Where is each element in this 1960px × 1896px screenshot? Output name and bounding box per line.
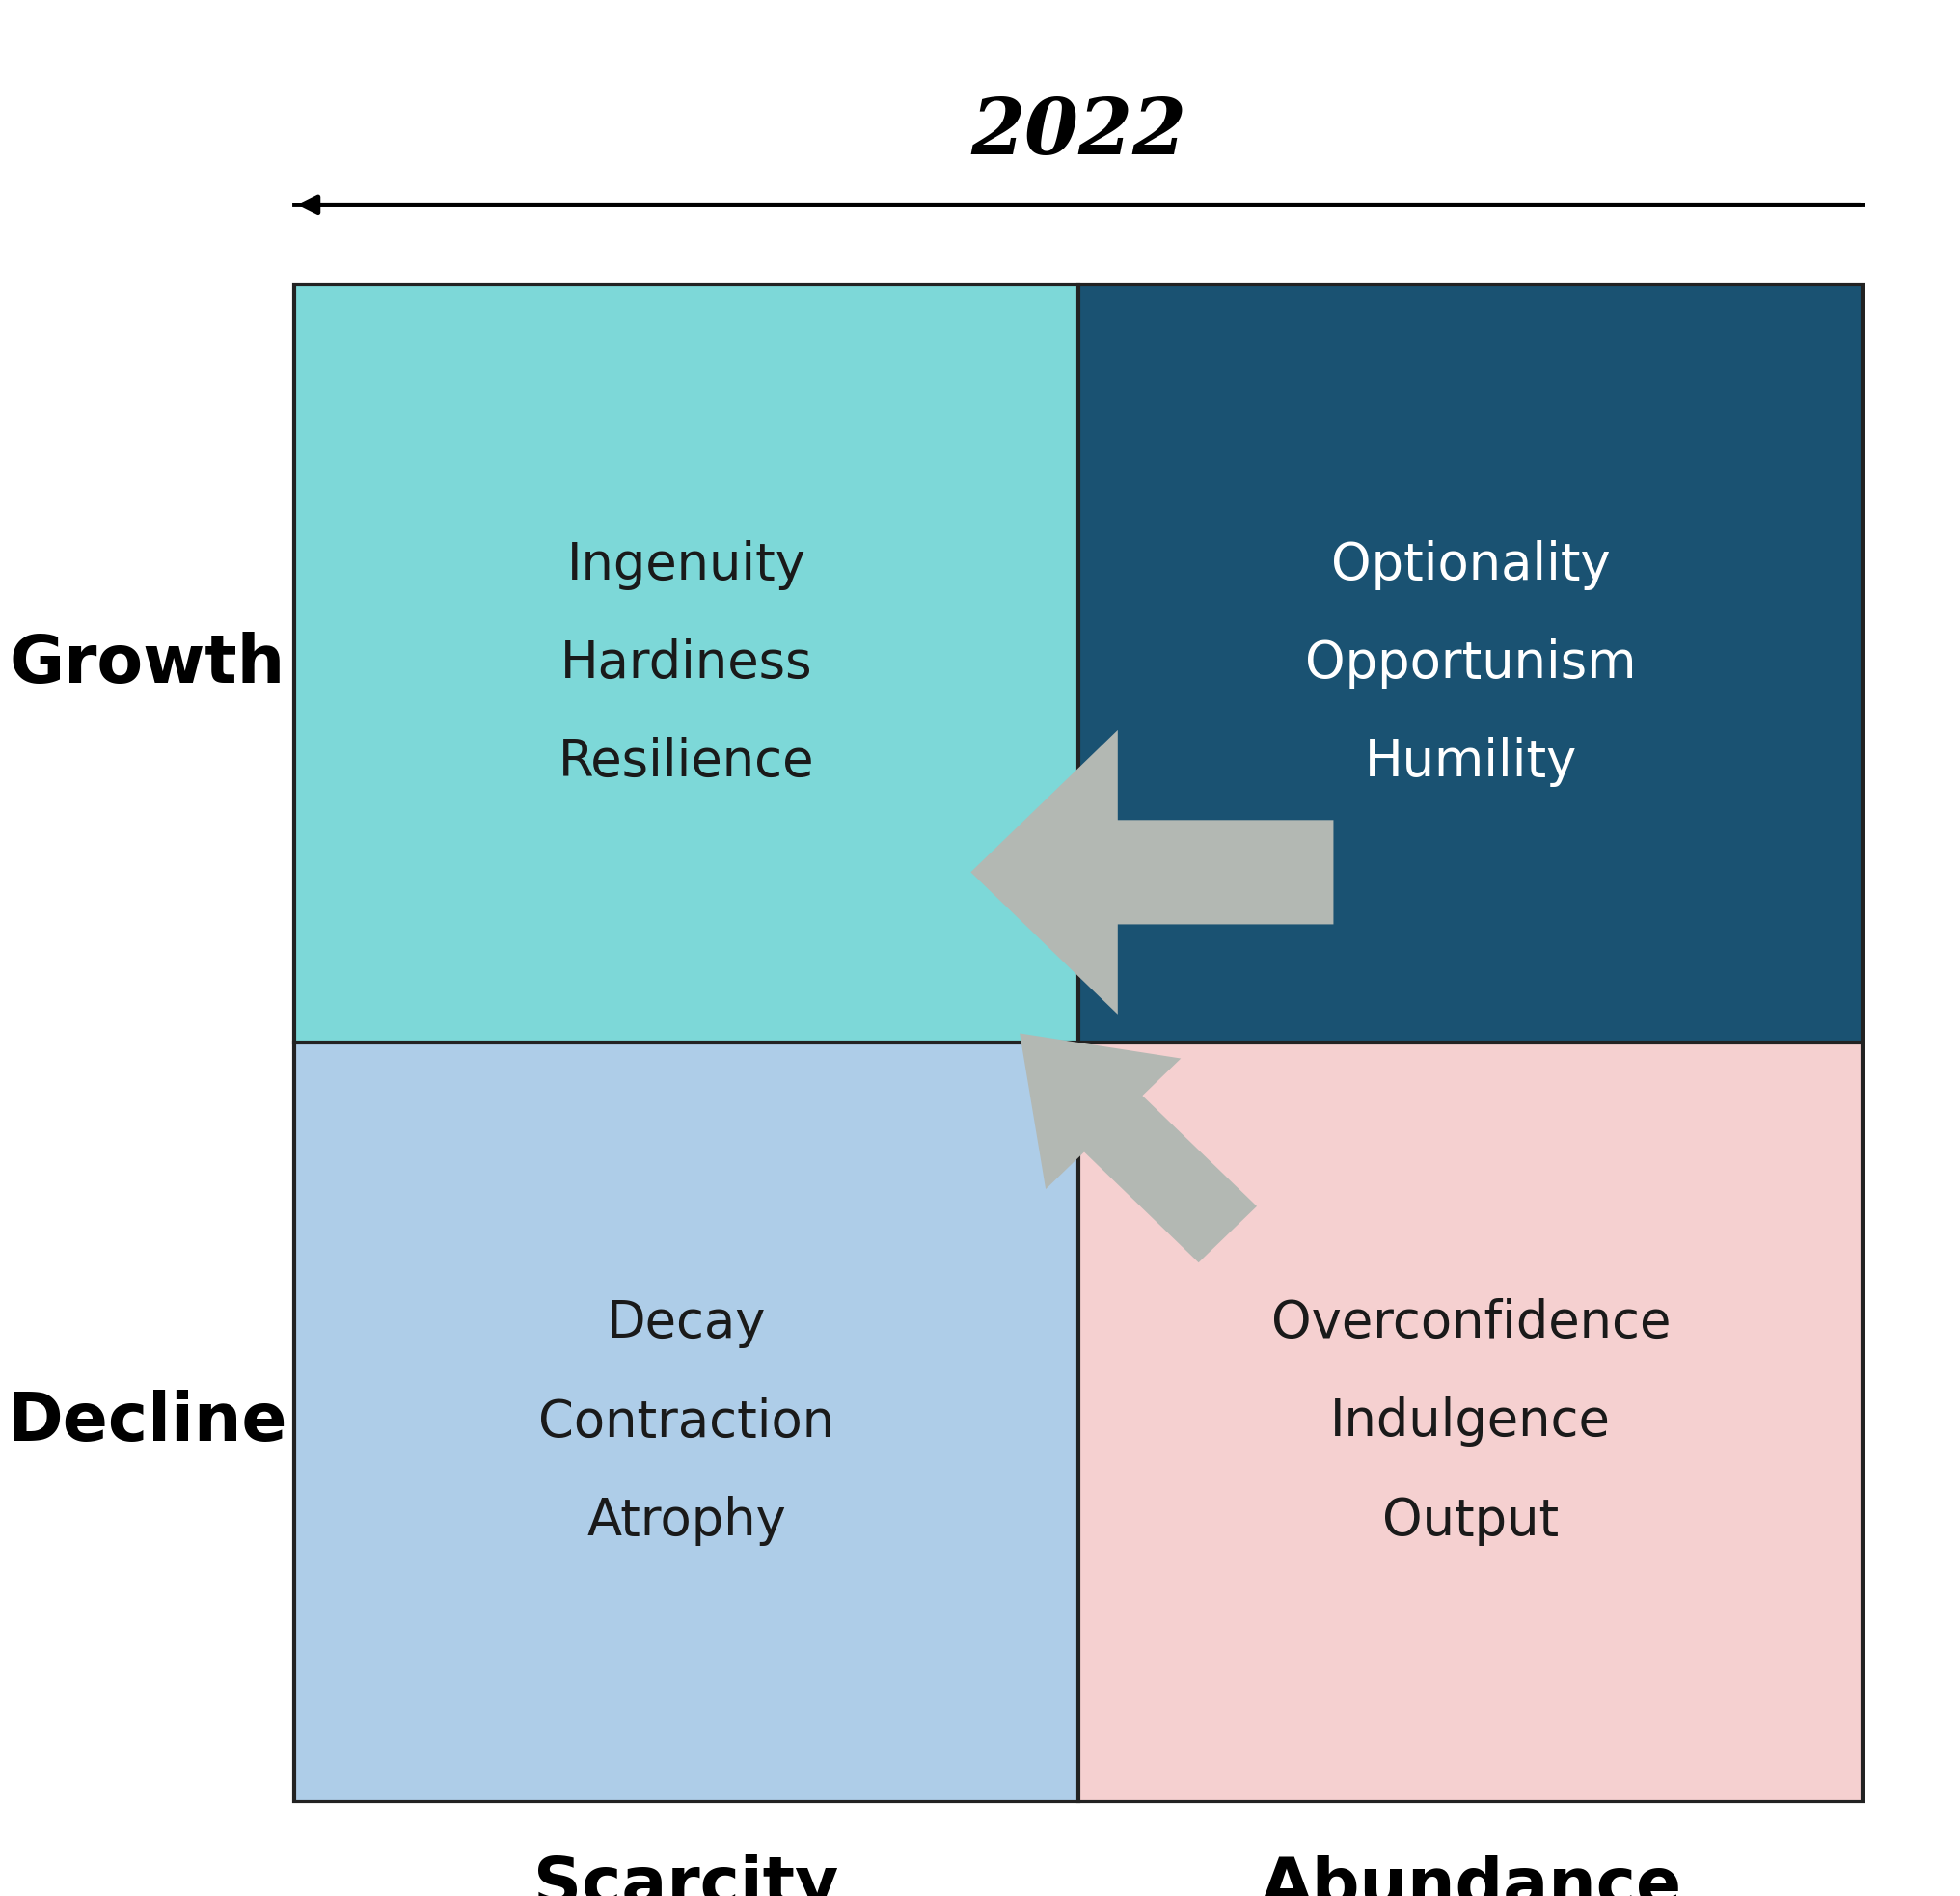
Text: Indulgence: Indulgence [1329, 1397, 1611, 1447]
Text: Decay: Decay [606, 1299, 766, 1348]
Bar [1078, 1043, 1862, 1801]
Text: Atrophy: Atrophy [586, 1496, 786, 1545]
Polygon shape [1019, 1033, 1256, 1263]
Bar [1078, 284, 1862, 1043]
Text: Hardiness: Hardiness [561, 639, 811, 688]
Text: Humility: Humility [1364, 738, 1576, 787]
Text: Contraction: Contraction [537, 1397, 835, 1447]
Bar [294, 284, 1078, 1043]
Text: Opportunism: Opportunism [1305, 639, 1635, 688]
Bar [294, 1043, 1078, 1801]
Text: Scarcity: Scarcity [533, 1854, 839, 1896]
Text: Growth: Growth [10, 631, 284, 696]
Text: Decline: Decline [8, 1390, 286, 1454]
Text: Optionality: Optionality [1331, 540, 1609, 590]
Text: Overconfidence: Overconfidence [1270, 1299, 1670, 1348]
Text: Resilience: Resilience [559, 738, 813, 787]
Text: Output: Output [1382, 1496, 1558, 1545]
Bar [294, 284, 1862, 1801]
Polygon shape [970, 730, 1333, 1014]
Text: Abundance: Abundance [1258, 1854, 1682, 1896]
Text: 2022: 2022 [970, 95, 1186, 171]
Text: Ingenuity: Ingenuity [566, 540, 806, 590]
